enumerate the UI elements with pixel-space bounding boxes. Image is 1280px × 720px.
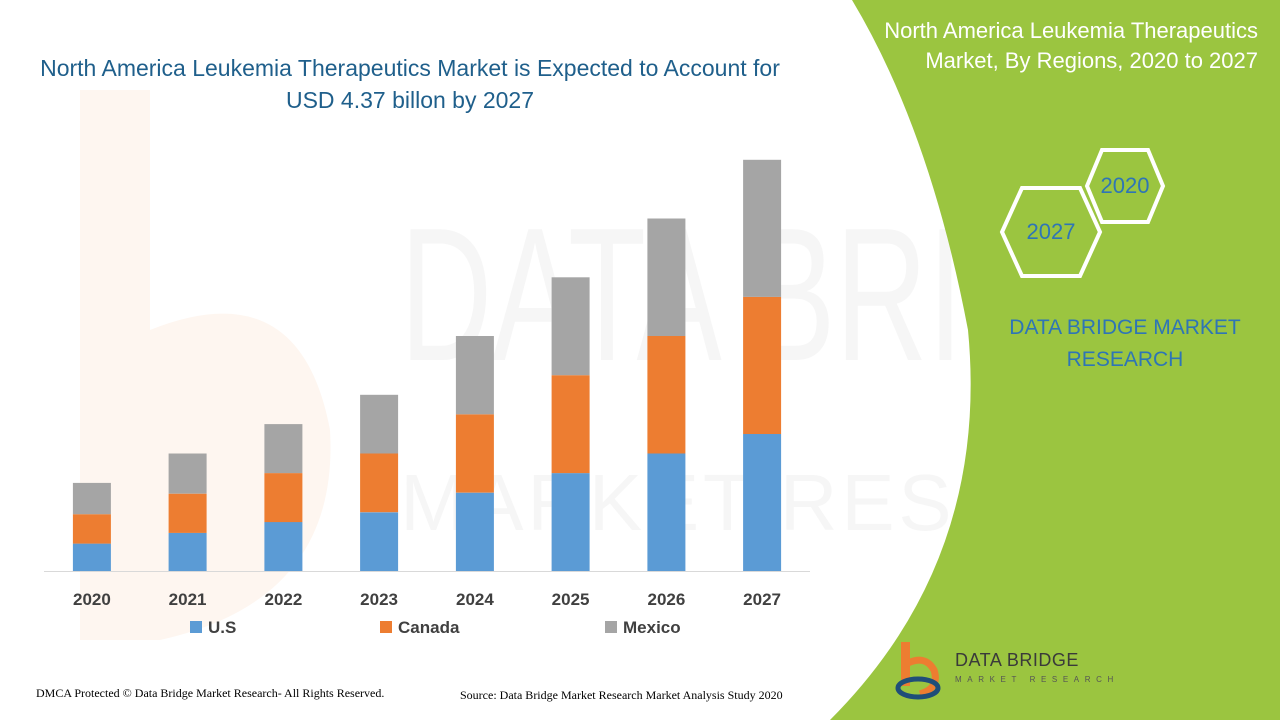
data-bridge-logo-icon: [895, 642, 941, 700]
green-side-panel: [830, 0, 1280, 720]
bar-u-s-2023: [360, 512, 399, 571]
x-tick-label-2022: 2022: [264, 590, 302, 609]
x-tick-label-2024: 2024: [456, 590, 494, 609]
x-tick-label-2026: 2026: [647, 590, 685, 609]
hexagon-2027-icon: [999, 186, 1103, 278]
bar-u-s-2025: [551, 473, 590, 571]
x-tick-label-2020: 2020: [73, 590, 111, 609]
hexagon-2027-label: 2027: [1026, 219, 1076, 244]
legend-swatch-canada: [380, 621, 392, 633]
bar-canada-2026: [647, 336, 686, 454]
x-tick-label-2023: 2023: [360, 590, 398, 609]
bar-canada-2021: [168, 493, 207, 533]
bar-canada-2020: [72, 514, 111, 544]
brand-name-text: DATA BRIDGE MARKET RESEARCH: [1009, 316, 1241, 371]
logo-tagline-text: MARKET RESEARCH: [955, 675, 1119, 684]
bar-u-s-2027: [743, 433, 782, 571]
bar-u-s-2021: [168, 532, 207, 571]
chart-title: North America Leukemia Therapeutics Mark…: [40, 55, 780, 113]
legend-label-canada: Canada: [398, 618, 460, 637]
bar-mexico-2025: [551, 277, 590, 376]
bar-canada-2027: [743, 296, 782, 434]
bar-mexico-2020: [72, 482, 111, 515]
stacked-bar-chart: 2020 2021 2022 2023 2024 2025 2026 2027 U.S Canad…: [44, 159, 810, 637]
bar-mexico-2026: [647, 218, 686, 336]
source-note: Source: Data Bridge Market Research Mark…: [460, 688, 783, 702]
copyright-notice: DMCA Protected © Data Bridge Market Rese…: [36, 686, 385, 700]
bar-canada-2025: [551, 375, 590, 474]
bar-mexico-2024: [455, 336, 494, 415]
bar-canada-2022: [264, 473, 303, 523]
bar-mexico-2023: [360, 394, 399, 454]
bar-mexico-2027: [743, 159, 782, 297]
legend-swatch-u-s: [190, 621, 202, 633]
logo-mark-stem: [901, 642, 910, 686]
logo-mark-bowl: [904, 656, 939, 698]
legend-label-u-s: U.S: [208, 618, 236, 637]
logo-mark-swoosh: [895, 676, 941, 700]
legend-label-mexico: Mexico: [623, 618, 681, 637]
bar-u-s-2020: [72, 543, 111, 571]
hexagon-2020-icon: [1084, 148, 1166, 224]
bar-mexico-2022: [264, 424, 303, 474]
bar-u-s-2022: [264, 522, 303, 571]
bar-canada-2023: [360, 453, 399, 513]
bar-u-s-2024: [455, 492, 494, 571]
bar-mexico-2021: [168, 453, 207, 494]
x-tick-label-2021: 2021: [169, 590, 207, 609]
bar-u-s-2026: [647, 453, 686, 571]
side-panel-title: North America Leukemia Therapeutics Mark…: [884, 18, 1258, 73]
hexagon-2020-label: 2020: [1100, 173, 1150, 198]
x-tick-label-2025: 2025: [552, 590, 590, 609]
bar-canada-2024: [455, 414, 494, 493]
legend-swatch-mexico: [605, 621, 617, 633]
logo-name-text: DATA BRIDGE: [955, 650, 1079, 670]
x-tick-label-2027: 2027: [743, 590, 781, 609]
